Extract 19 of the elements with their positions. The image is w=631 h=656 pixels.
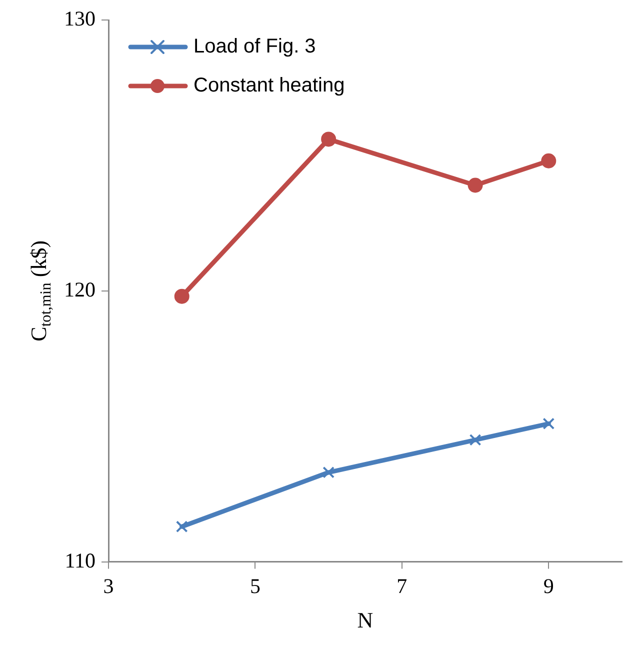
point [176,520,188,533]
x-tick-label: 5 [250,574,260,598]
point [469,434,482,446]
y-tick-label: 110 [64,548,96,572]
x-tick-label: 7 [396,574,408,598]
x-tick-label: 3 [103,574,114,598]
legend-label: Load of Fig. 3 [194,36,316,58]
point [541,153,556,168]
point [322,466,335,478]
y-tick-label: 130 [64,6,96,31]
x-axis-title: N [357,608,374,633]
point [468,178,483,193]
point [174,288,190,304]
point [542,418,555,430]
point [321,132,336,147]
x-tick-label: 9 [543,574,554,598]
legend-label: Constant heating [194,74,345,97]
y-axis-title: Ctot,min (k$) [26,240,55,342]
y-tick-label: 120 [64,277,96,302]
